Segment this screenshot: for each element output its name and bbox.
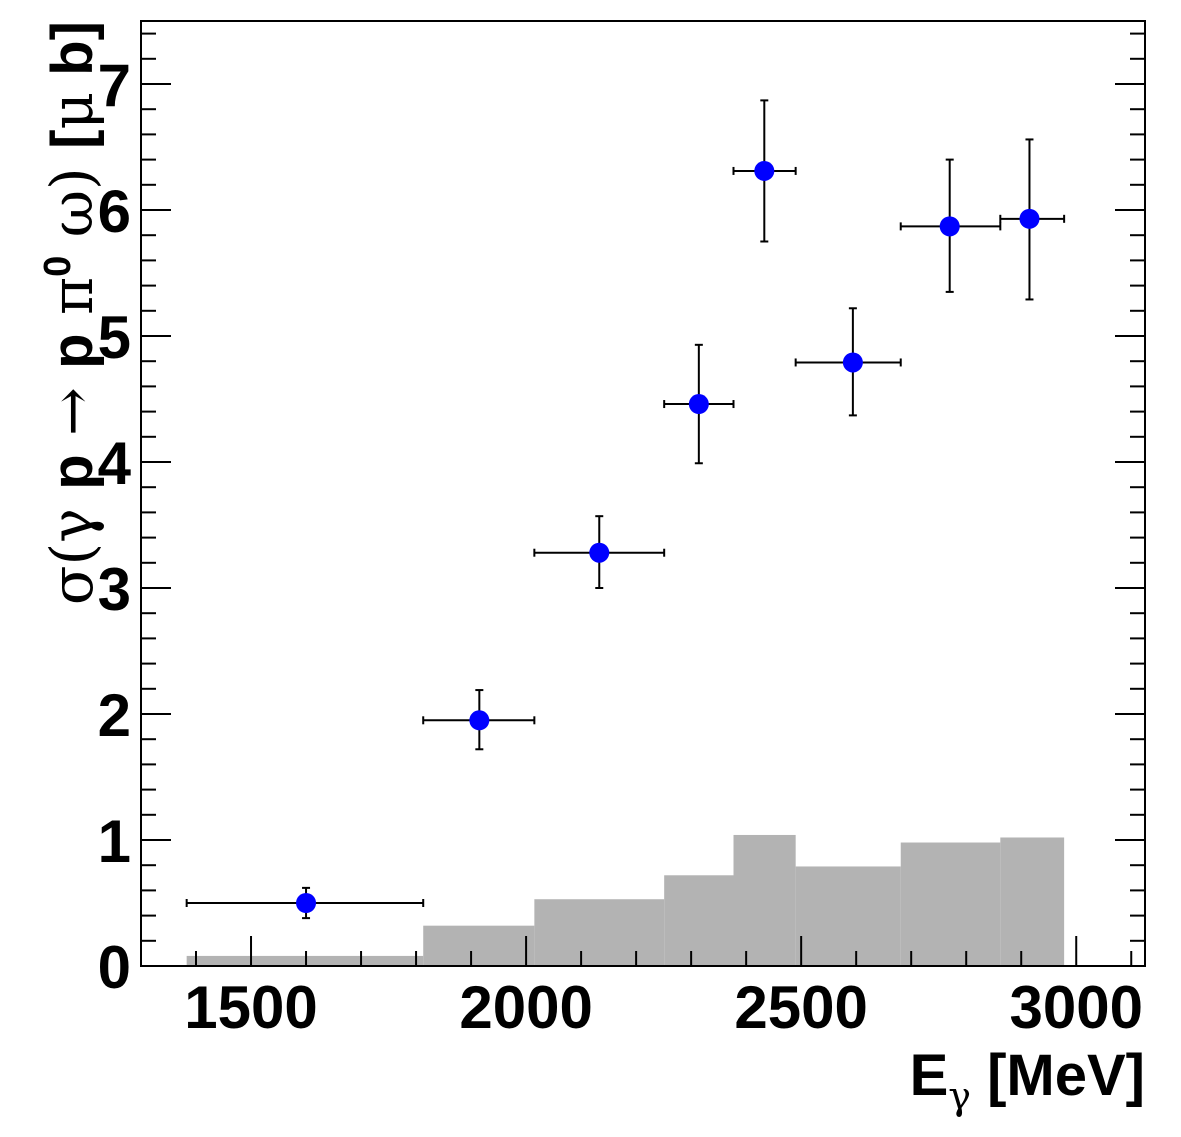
y-axis-title-part-5: 0 [37,256,79,277]
y-tick-label: 6 [98,178,131,245]
x-tick-label: 3000 [1009,974,1142,1041]
systematic-bar-4 [733,834,796,966]
y-axis-title-part-4: π [38,277,106,334]
y-axis-title-part-1: p [40,454,105,489]
y-axis-title-part-2: → [38,369,106,454]
y-tick-label: 3 [98,556,131,623]
x-axis-title-main: E [910,1043,949,1108]
data-point-7 [1019,208,1040,229]
data-point-4 [754,160,775,181]
y-axis-title: σ(γ p → p π0 ω) [μ b] [37,21,106,605]
y-tick-label: 4 [98,430,132,497]
y-axis-title-part-0: σ(γ [38,490,106,605]
data-point-6 [939,216,960,237]
data-points [296,160,1040,913]
x-tick-label: 2000 [459,974,592,1041]
error-bars [185,99,1066,920]
systematic-bar-5 [795,866,901,966]
x-axis-title: Eγ [MeV] [910,1043,1145,1118]
systematic-bar-7 [1000,837,1065,966]
y-axis-title-part-3: p [40,333,105,368]
systematic-bar-6 [900,842,1001,966]
tick-labels: 0 1 2 3 4 5 6 7 1500 2000 2500 3000 [98,52,1143,1041]
systematic-bar-1 [423,925,535,966]
data-point-3 [688,394,709,415]
axis-ticks [141,32,1145,967]
systematic-bar-2 [534,899,665,966]
y-tick-label: 7 [98,52,131,119]
y-tick-label: 5 [98,304,131,371]
systematic-bar-3 [664,875,734,966]
y-axis-title-part-7: [ [40,130,105,149]
x-axis-title-rest: [MeV] [971,1043,1145,1108]
y-tick-label: 2 [98,682,131,749]
data-point-2 [589,542,610,563]
data-point-0 [296,893,317,913]
x-axis-title-sub: γ [948,1074,971,1118]
y-axis-title-part-8: μ [38,92,106,130]
systematic-bars [186,834,1065,966]
y-axis-title-part-6: ω) [38,149,106,256]
y-tick-label: 1 [98,808,131,875]
data-point-5 [842,352,863,373]
y-tick-label: 0 [98,934,131,1001]
x-tick-label: 1500 [184,974,317,1041]
systematic-bar-0 [186,955,424,966]
plot-frame [140,20,1146,967]
data-point-1 [469,710,490,731]
x-tick-label: 2500 [734,974,867,1041]
y-axis-title-part-9: b] [40,21,105,92]
